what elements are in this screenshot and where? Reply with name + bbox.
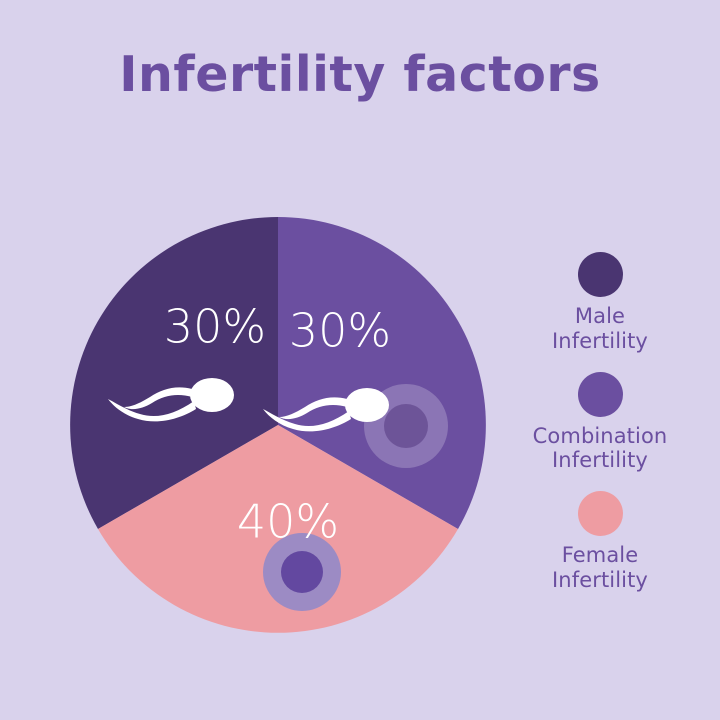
egg-cell-icon	[263, 533, 341, 611]
pie-label-combination: 30%	[289, 304, 391, 358]
chart-legend: Male Infertility Combination Infertility…	[492, 252, 708, 611]
sperm-icon	[108, 378, 234, 422]
legend-swatch-male-icon	[577, 252, 623, 297]
legend-item-combination[interactable]: Combination Infertility	[492, 371, 708, 474]
sperm-icon	[263, 388, 389, 432]
page-title: Infertility factors	[119, 46, 601, 103]
pie-slice-combination-shape[interactable]	[278, 217, 486, 529]
pie-label-male: 30%	[164, 300, 266, 354]
pie-slice-female[interactable]: 40%	[98, 425, 458, 633]
pie-chart: 30% 30%	[70, 217, 486, 633]
legend-item-male[interactable]: Male Infertility	[492, 252, 708, 354]
pie-slice-female-shape[interactable]	[98, 425, 458, 633]
legend-label-combination: Combination Infertility	[532, 423, 668, 473]
pie-label-female: 40%	[237, 495, 339, 549]
legend-swatch-female-icon	[577, 491, 623, 537]
pie-slice-male[interactable]: 30%	[70, 217, 278, 529]
legend-item-female[interactable]: Female Infertility	[492, 491, 708, 593]
pie-slice-male-shape[interactable]	[70, 217, 278, 529]
pie-slice-combination[interactable]: 30%	[263, 217, 486, 529]
legend-label-female: Female Infertility	[552, 543, 648, 592]
legend-label-male: Male Infertility	[552, 304, 648, 353]
legend-swatch-combination-icon	[577, 371, 623, 417]
